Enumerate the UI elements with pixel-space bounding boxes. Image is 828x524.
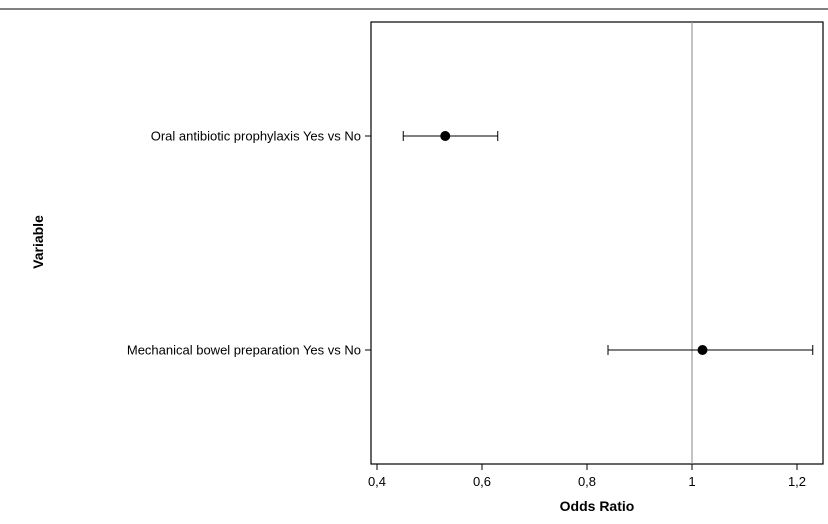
forest-rows: Oral antibiotic prophylaxis Yes vs No Mec…: [127, 129, 814, 358]
point-estimate: [440, 131, 451, 141]
plot-frame: [370, 21, 824, 465]
row-label: Oral antibiotic prophylaxis Yes vs No: [151, 129, 361, 144]
x-axis: 0,4 0,6 0,8 1 1,2: [368, 464, 806, 489]
x-tick-label: 0,4: [368, 474, 386, 489]
row-label: Mechanical bowel preparation Yes vs No: [127, 343, 361, 358]
x-tick-label: 1,2: [788, 474, 806, 489]
x-tick-label: 0,6: [473, 474, 491, 489]
x-axis-title: Odds Ratio: [560, 498, 635, 514]
point-estimate: [697, 345, 708, 355]
x-tick-label: 0,8: [578, 474, 596, 489]
x-tick-label: 1: [688, 474, 695, 489]
y-axis-title: Variable: [30, 215, 46, 269]
